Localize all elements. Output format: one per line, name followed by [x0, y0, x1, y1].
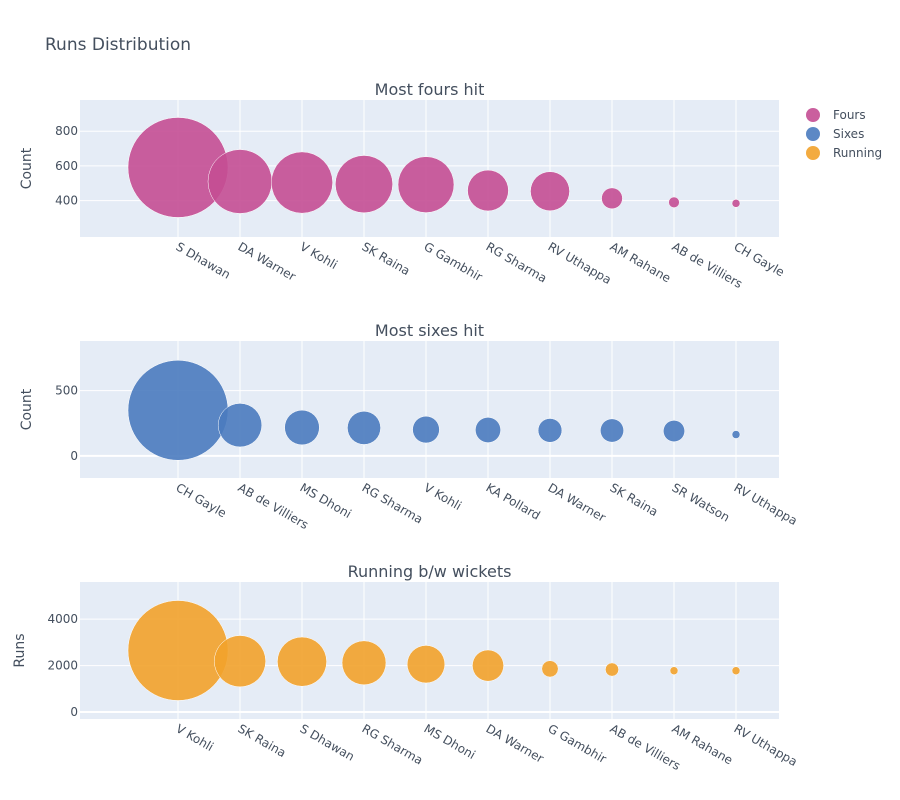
y-axis-label: Count — [19, 147, 35, 189]
x-tick-label: RG Sharma — [484, 239, 550, 285]
x-tick-label: SR Watson — [670, 480, 733, 524]
bubble-point[interactable] — [406, 645, 446, 684]
bubble-point[interactable] — [397, 156, 455, 213]
legend[interactable]: Fours Sixes Running — [806, 108, 882, 160]
bubble-point[interactable] — [530, 171, 570, 212]
subplot-title: Most sixes hit — [375, 321, 484, 340]
legend-item-running[interactable]: Running — [806, 146, 882, 160]
y-tick-label: 500 — [55, 384, 78, 398]
bubble-point[interactable] — [472, 649, 504, 682]
bubble-point[interactable] — [335, 155, 393, 214]
chart-title: Runs Distribution — [45, 35, 191, 55]
x-tick-label: DA Warner — [236, 239, 299, 283]
legend-marker — [806, 108, 820, 122]
x-tick-label: CH Gayle — [174, 480, 229, 520]
bubble-point[interactable] — [412, 415, 440, 444]
subplot-title: Running b/w wickets — [348, 562, 512, 581]
legend-marker — [806, 146, 820, 160]
bubble-point[interactable] — [731, 199, 741, 208]
series-running — [127, 600, 741, 701]
x-tick-label: G Gambhir — [546, 721, 609, 766]
x-tick-label: S Dhawan — [298, 721, 357, 763]
x-tick-label: CH Gayle — [732, 239, 787, 279]
bubble-point[interactable] — [214, 635, 266, 688]
bubble-point[interactable] — [217, 403, 263, 448]
y-tick-label: 600 — [55, 159, 78, 173]
x-tick-label: V Kohli — [422, 480, 464, 513]
series-sixes — [127, 360, 741, 461]
x-tick-label: DA Warner — [484, 721, 547, 765]
x-tick-label: SK Raina — [608, 480, 661, 519]
bubble-point[interactable] — [541, 660, 559, 678]
bubble-point[interactable] — [127, 600, 229, 701]
legend-item-sixes[interactable]: Sixes — [806, 127, 864, 141]
bubble-point[interactable] — [475, 417, 501, 443]
bubble-point[interactable] — [467, 169, 509, 212]
x-tick-label: MS Dhoni — [298, 480, 354, 521]
series-fours — [127, 117, 741, 218]
x-tick-label: RG Sharma — [360, 721, 426, 767]
y-tick-label: 400 — [55, 194, 78, 208]
x-tick-label: RG Sharma — [360, 480, 426, 526]
y-axis-label: Runs — [12, 633, 28, 667]
legend-label: Running — [833, 146, 882, 160]
bubble-point[interactable] — [341, 640, 387, 686]
x-tick-label: SK Raina — [236, 721, 289, 760]
bubble-point[interactable] — [600, 418, 624, 443]
x-tick-label: V Kohli — [174, 721, 216, 754]
x-tick-label: MS Dhoni — [422, 721, 478, 762]
bubble-point[interactable] — [284, 409, 320, 446]
y-tick-label: 800 — [55, 124, 78, 138]
subplot-3: 0 2000 4000 Running b/w wickets Runs V Kohli S… — [12, 562, 800, 773]
y-axis-label: Count — [19, 388, 35, 430]
legend-item-fours[interactable]: Fours — [806, 108, 866, 122]
bubble-point[interactable] — [731, 430, 741, 439]
bubble-point[interactable] — [731, 666, 741, 675]
y-tick-label: 2000 — [47, 659, 78, 673]
bubble-point[interactable] — [207, 149, 273, 214]
x-tick-label: KA Pollard — [484, 480, 543, 522]
bubble-point[interactable] — [605, 662, 619, 677]
y-tick-label: 0 — [70, 449, 78, 463]
bubble-point[interactable] — [601, 187, 623, 210]
x-tick-label: G Gambhir — [422, 239, 485, 284]
bubble-point[interactable] — [668, 196, 680, 208]
bubble-point[interactable] — [271, 151, 333, 214]
bubble-point[interactable] — [663, 420, 685, 442]
legend-label: Fours — [833, 108, 866, 122]
x-tick-label: DA Warner — [546, 480, 609, 524]
bubble-point[interactable] — [347, 411, 381, 445]
bubble-point[interactable] — [127, 360, 229, 461]
x-tick-label: AM Rahane — [608, 239, 674, 285]
bubble-point[interactable] — [537, 418, 563, 443]
x-tick-label: RV Uthappa — [732, 721, 800, 768]
bubble-point[interactable] — [669, 666, 679, 675]
x-tick-label: RV Uthappa — [546, 239, 614, 286]
subplot-1: 400 600 800 Most fours hit Count S Dhawan DA W… — [19, 80, 787, 291]
x-tick-label: SK Raina — [360, 239, 413, 278]
y-tick-label: 0 — [70, 705, 78, 719]
legend-marker — [806, 127, 820, 141]
legend-label: Sixes — [833, 127, 864, 141]
y-tick-label: 4000 — [47, 612, 78, 626]
x-tick-label: V Kohli — [298, 239, 340, 272]
subplot-title: Most fours hit — [375, 80, 485, 99]
bubble-point[interactable] — [277, 636, 327, 687]
x-tick-label: S Dhawan — [174, 239, 233, 281]
x-tick-label: RV Uthappa — [732, 480, 800, 527]
